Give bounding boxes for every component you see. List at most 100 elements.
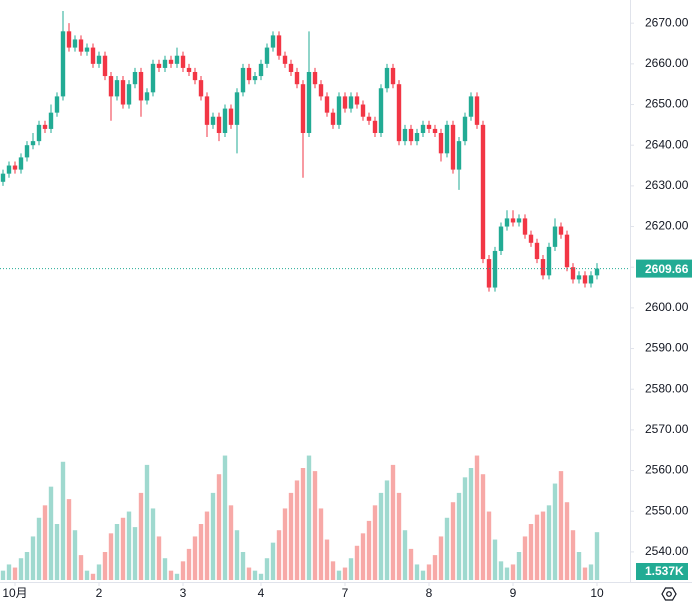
candle-body	[378, 88, 384, 133]
volume-bar	[204, 511, 210, 580]
volume-bar	[198, 524, 204, 580]
y-tick-label: 2570.00	[645, 422, 689, 436]
candle-body	[516, 218, 522, 223]
x-tick-label: 2	[96, 586, 103, 600]
volume-bar	[372, 505, 378, 580]
volume-bar	[426, 564, 432, 580]
volume-bar	[126, 511, 132, 580]
volume-bar	[582, 567, 588, 580]
volume-bar	[138, 492, 144, 580]
volume-bar	[246, 567, 252, 580]
volume-bar	[30, 536, 36, 580]
x-tick-label: 10	[590, 586, 604, 600]
candle-body	[102, 55, 108, 77]
volume-bar	[156, 536, 162, 580]
volume-bar	[378, 492, 384, 580]
candle-body	[474, 96, 480, 125]
volume-bar	[318, 508, 324, 580]
y-tick-label: 2580.00	[645, 381, 689, 395]
volume-bar	[6, 564, 12, 580]
candle-body	[588, 275, 594, 284]
volume-bar	[546, 505, 552, 580]
candle-body	[108, 76, 114, 97]
volume-bar	[564, 502, 570, 580]
candle-body	[66, 31, 72, 48]
candle-body	[222, 108, 228, 133]
volume-bar	[420, 570, 426, 580]
volume-bar	[12, 567, 18, 580]
candle-body	[294, 71, 300, 85]
candle-body	[480, 124, 486, 260]
y-tick-label: 2540.00	[645, 544, 689, 558]
candle-body	[354, 96, 360, 105]
volume-bar	[84, 570, 90, 580]
volume-bar	[402, 530, 408, 580]
volume-bar	[54, 524, 60, 580]
candle-body	[432, 128, 438, 133]
candle-body	[72, 39, 78, 48]
volume-bar	[264, 558, 270, 580]
volume-bar	[486, 511, 492, 580]
volume-bar	[462, 477, 468, 580]
volume-bar	[240, 552, 246, 580]
volume-bar	[354, 545, 360, 580]
volume-bar	[498, 561, 504, 580]
candle-body	[36, 124, 42, 142]
volume-bars	[0, 455, 600, 580]
candle-body	[192, 71, 198, 81]
candle-body	[60, 31, 66, 97]
volume-bar	[414, 564, 420, 580]
candle-body	[246, 67, 252, 81]
candle-body	[150, 63, 156, 93]
candle-body	[576, 275, 582, 280]
candle-body	[540, 259, 546, 276]
settings-icon[interactable]	[661, 587, 677, 601]
candle-body	[324, 96, 330, 113]
candle-body	[252, 76, 258, 81]
candle-body	[498, 226, 504, 251]
volume-bar	[252, 570, 258, 580]
volume-bar	[558, 471, 564, 580]
volume-bar	[282, 508, 288, 580]
volume-bar	[312, 471, 318, 580]
candle-body	[138, 71, 144, 101]
candle-body	[366, 116, 372, 121]
y-tick-label: 2600.00	[645, 300, 689, 314]
candle-body	[444, 124, 450, 154]
y-tick-label: 2630.00	[645, 178, 689, 192]
candle-body	[126, 84, 132, 105]
volume-bar	[552, 483, 558, 580]
candle-body	[462, 116, 468, 142]
volume-bar	[570, 530, 576, 580]
volume-bar	[408, 548, 414, 580]
candle-body	[168, 59, 174, 64]
volume-bar	[150, 508, 156, 580]
volume-bar	[258, 573, 264, 580]
y-tick-label: 2550.00	[645, 503, 689, 517]
volume-bar	[234, 530, 240, 580]
volume-bar	[192, 536, 198, 580]
candle-body	[396, 84, 402, 142]
volume-bar	[270, 542, 276, 580]
candle-body	[402, 128, 408, 142]
volume-bar	[186, 548, 192, 580]
volume-bar	[90, 573, 96, 580]
x-tick-label: 7	[342, 586, 349, 600]
candle-body	[384, 67, 390, 89]
candle-body	[390, 67, 396, 85]
volume-bar	[324, 539, 330, 580]
candle-body	[426, 124, 432, 129]
volume-bar	[468, 468, 474, 580]
volume-bar	[492, 539, 498, 580]
volume-bar	[78, 555, 84, 580]
volume-bar	[456, 492, 462, 580]
volume-bar	[576, 552, 582, 580]
volume-bar	[366, 520, 372, 580]
volume-bar	[588, 564, 594, 580]
volume-bar	[444, 517, 450, 580]
candle-body	[240, 67, 246, 93]
candle-body	[372, 120, 378, 133]
x-tick-label: 9	[510, 586, 517, 600]
last-price-label: 2609.66	[645, 262, 689, 276]
candle-body	[582, 275, 588, 284]
